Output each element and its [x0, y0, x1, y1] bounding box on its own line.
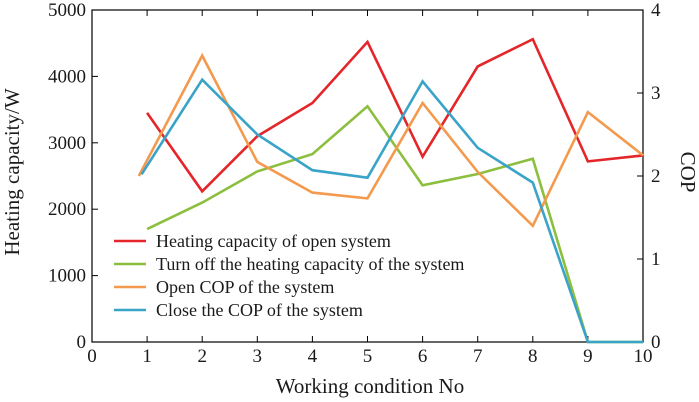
- x-tick-label: 2: [197, 346, 207, 367]
- x-tick-label: 1: [142, 346, 152, 367]
- legend: Heating capacity of open system Turn off …: [114, 231, 464, 320]
- x-tick-label: 4: [308, 346, 318, 367]
- series-line-1: [146, 37, 644, 194]
- y-tick-label-left: 4000: [48, 66, 86, 87]
- x-tick-label: 6: [418, 346, 428, 367]
- legend-label-1: Heating capacity of open system: [156, 231, 391, 251]
- x-tick-label: 5: [363, 346, 373, 367]
- series-line-4: [140, 77, 643, 344]
- y-tick-label-left: 0: [77, 332, 87, 353]
- series-layer: [137, 37, 644, 344]
- x-tick-label: 8: [528, 346, 538, 367]
- y-tick-label-right: 2: [651, 166, 661, 187]
- y-tick-label-right: 1: [651, 249, 661, 270]
- x-tick-label: 9: [583, 346, 593, 367]
- series-line-2: [146, 104, 643, 344]
- x-tick-label: 7: [473, 346, 483, 367]
- x-tick-label: 3: [253, 346, 263, 367]
- y-tick-label-right: 3: [651, 83, 661, 104]
- y-tick-label-left: 3000: [48, 133, 86, 154]
- legend-label-2: Turn off the heating capacity of the sys…: [156, 254, 464, 274]
- y-tick-label-right: 0: [651, 332, 661, 353]
- x-axis-title: Working condition No: [276, 374, 464, 398]
- y-tick-label-left: 2000: [48, 199, 86, 220]
- y-axis-title-right: COP: [676, 152, 699, 193]
- y-tick-label-left: 5000: [48, 0, 86, 21]
- legend-label-4: Close the COP of the system: [156, 300, 363, 320]
- y-tick-label-right: 4: [651, 0, 661, 21]
- y-tick-label-left: 1000: [48, 266, 86, 287]
- x-tick-label: 0: [87, 346, 97, 367]
- x-tick-label: 10: [634, 346, 653, 367]
- y-axis-title-left: Heating capacity/W: [0, 88, 24, 256]
- legend-label-3: Open COP of the system: [156, 277, 334, 297]
